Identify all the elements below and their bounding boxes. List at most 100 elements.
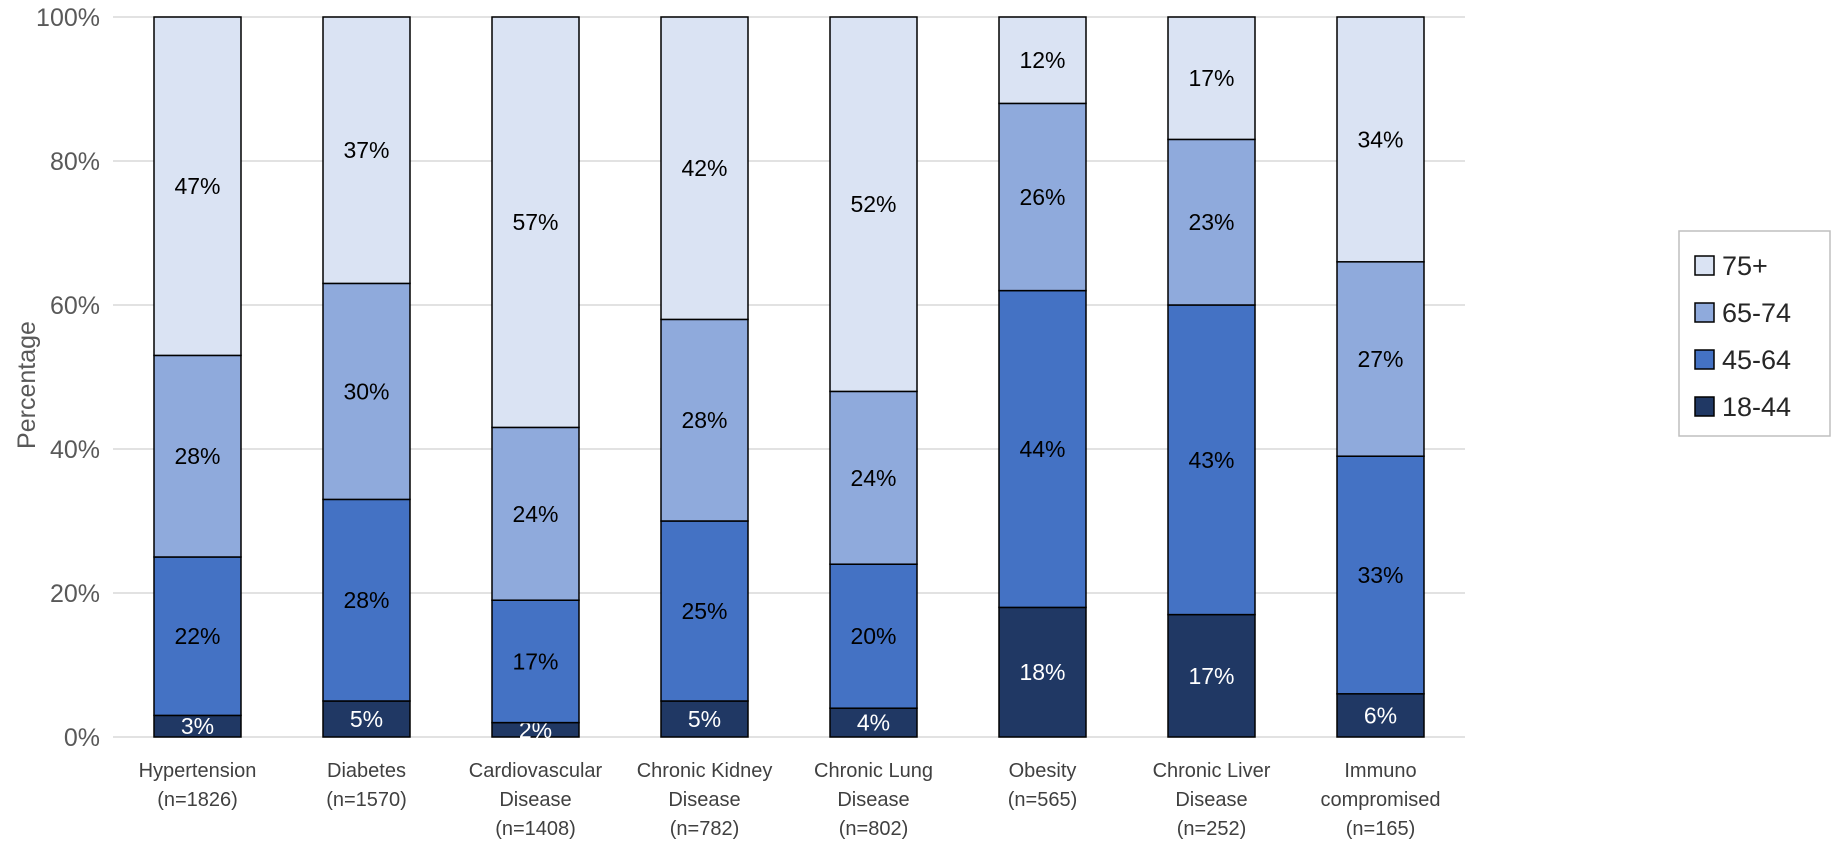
data-label: 37% [343, 137, 389, 163]
legend-label: 65-74 [1722, 298, 1791, 328]
x-tick-label: Disease [1175, 789, 1247, 811]
x-tick-label: (n=782) [670, 818, 740, 840]
bar-segment [660, 520, 749, 702]
legend-swatch [1694, 349, 1715, 370]
bar-segment [660, 318, 749, 522]
x-tick-label: Hypertension [139, 760, 257, 782]
bar-segment [1336, 16, 1425, 263]
legend-label: 18-44 [1722, 392, 1791, 422]
y-tick-label: 60% [50, 292, 100, 320]
x-tick-label: (n=1826) [157, 789, 238, 811]
data-label: 24% [512, 501, 558, 527]
y-tick-label: 0% [64, 724, 100, 752]
data-label: 28% [343, 587, 389, 613]
x-tick-label: Chronic Liver [1153, 760, 1271, 782]
x-tick-label: (n=565) [1008, 789, 1078, 811]
gridlines [113, 16, 1465, 738]
x-tick-label: Disease [668, 789, 740, 811]
y-tick-label: 80% [50, 148, 100, 176]
y-tick-label: 100% [36, 4, 100, 32]
bar-segment [998, 289, 1087, 609]
bar-segment [1167, 304, 1256, 616]
x-tick-label: Obesity [1009, 760, 1077, 782]
bar-segment [153, 354, 242, 558]
data-label: 27% [1357, 346, 1403, 372]
y-axis-label: Percentage [13, 321, 41, 449]
bars: 3%22%28%47%5%28%30%37%2%17%24%57%5%25%28… [153, 16, 1425, 743]
bar-segment [322, 700, 411, 738]
x-tick-label: Cardiovascular [469, 760, 603, 782]
x-tick-label: Chronic Kidney [637, 760, 773, 782]
y-axis-ticks: 0% 20% 40% 60% 80% 100% [36, 4, 100, 752]
y-tick-label: 20% [50, 580, 100, 608]
bar-segment [1167, 613, 1256, 738]
data-label: 26% [1019, 184, 1065, 210]
bar-segment [1167, 138, 1256, 306]
legend: 75+ 65-74 45-64 18-44 [1678, 230, 1831, 437]
bar-segment [322, 16, 411, 285]
x-tick-label: (n=252) [1177, 818, 1247, 840]
data-label: 5% [350, 706, 383, 732]
data-label: 6% [1364, 702, 1397, 728]
data-label: 33% [1357, 562, 1403, 588]
data-label: 4% [857, 710, 890, 736]
legend-swatch [1694, 396, 1715, 417]
bar-segment [491, 16, 580, 429]
x-tick-label: (n=802) [839, 818, 909, 840]
data-label: 42% [681, 155, 727, 181]
x-tick-label: (n=1570) [326, 789, 407, 811]
data-label: 34% [1357, 126, 1403, 152]
x-tick-label: Disease [837, 789, 909, 811]
legend-swatch [1694, 302, 1715, 323]
legend-label: 45-64 [1722, 345, 1791, 375]
bar-segment [153, 16, 242, 357]
bar-segment [829, 390, 918, 565]
bar-segment [998, 606, 1087, 738]
data-label: 47% [174, 173, 220, 199]
x-tick-label: compromised [1320, 789, 1440, 811]
legend-label: 75+ [1722, 251, 1768, 281]
x-tick-label: Diabetes [327, 760, 406, 782]
bar-segment [829, 16, 918, 393]
legend-swatch [1694, 255, 1715, 276]
x-tick-label: (n=1408) [495, 818, 576, 840]
bar-segment [829, 563, 918, 709]
data-label: 43% [1188, 447, 1234, 473]
data-label: 44% [1019, 436, 1065, 462]
data-label: 52% [850, 191, 896, 217]
x-tick-label: Immuno [1344, 760, 1416, 782]
bar-segment [829, 707, 918, 738]
data-label: 12% [1019, 47, 1065, 73]
data-label: 28% [174, 443, 220, 469]
data-label: 3% [181, 713, 214, 739]
data-label: 18% [1019, 659, 1065, 685]
data-label: 17% [1188, 65, 1234, 91]
bar-segment [322, 498, 411, 702]
data-label: 25% [681, 598, 727, 624]
bar-segment [153, 556, 242, 717]
x-tick-label: Disease [499, 789, 571, 811]
data-label: 17% [1188, 663, 1234, 689]
bar-segment [491, 426, 580, 601]
data-label: 22% [174, 623, 220, 649]
data-label: 28% [681, 407, 727, 433]
data-label: 57% [512, 209, 558, 235]
data-label: 24% [850, 465, 896, 491]
bar-segment [1336, 455, 1425, 695]
bar-segment [322, 282, 411, 501]
data-label: 5% [688, 706, 721, 732]
bar-segment [998, 16, 1087, 105]
bar-segment [660, 700, 749, 738]
data-label: 20% [850, 623, 896, 649]
data-label: 23% [1188, 209, 1234, 235]
bar-segment [660, 16, 749, 321]
x-axis-categories: Hypertension (n=1826) Diabetes (n=1570) Card… [139, 760, 1441, 840]
x-tick-label: (n=165) [1346, 818, 1416, 840]
bar-segment [491, 599, 580, 724]
bar-segment [1336, 261, 1425, 457]
x-tick-label: Chronic Lung [814, 760, 933, 782]
data-label: 17% [512, 648, 558, 674]
bar-segment [1167, 16, 1256, 141]
bar-segment [998, 102, 1087, 292]
